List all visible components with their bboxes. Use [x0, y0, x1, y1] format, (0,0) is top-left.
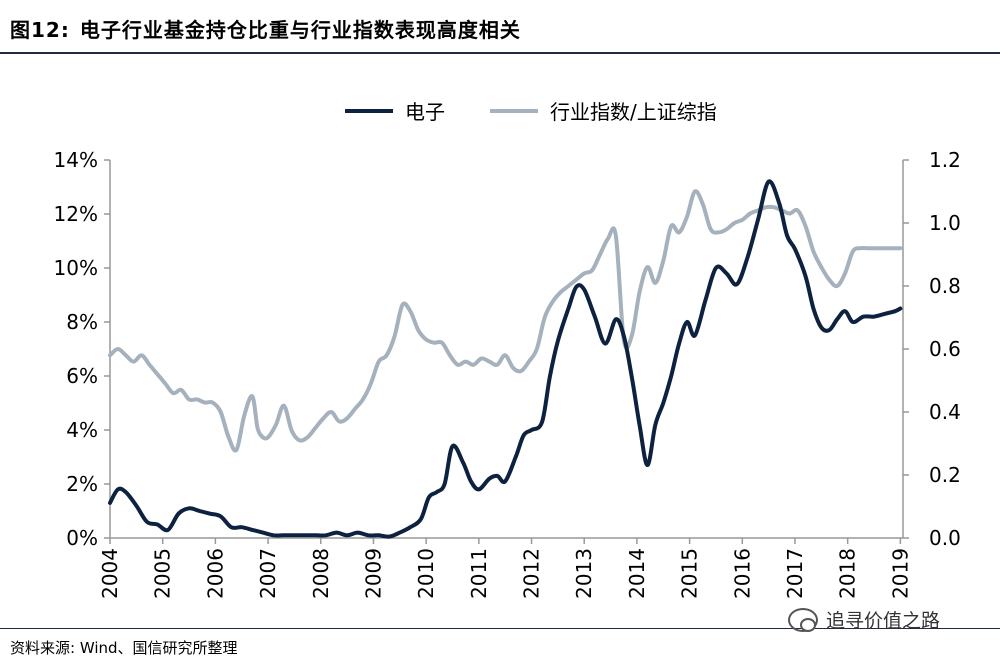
- legend: 电子 行业指数/上证综指: [345, 100, 717, 124]
- series-lines: [108, 179, 903, 539]
- right-tick-label: 1.2: [929, 148, 961, 172]
- legend-label-electronics: 电子: [405, 100, 445, 124]
- watermark-text: 追寻价值之路: [826, 610, 941, 632]
- x-tick-label: 2011: [467, 548, 491, 599]
- x-tick-label: 2013: [572, 548, 596, 599]
- left-tick-label: 4%: [66, 418, 98, 442]
- x-tick-label: 2017: [783, 548, 807, 599]
- right-tick-label: 0.0: [929, 526, 961, 550]
- x-tick-label: 2009: [361, 548, 385, 599]
- x-tick-label: 2010: [414, 548, 438, 599]
- wechat-icon: [788, 607, 818, 632]
- x-tick-label: 2018: [836, 548, 860, 599]
- figure-caption: 电子行业基金持仓比重与行业指数表现高度相关: [79, 18, 521, 42]
- x-tick-label: 2016: [730, 548, 754, 599]
- axes: 0% 2% 4% 6% 8% 10% 12% 14% 0.0 0.2 0.4 0.6 0.8 1.0 1.2…: [54, 148, 961, 599]
- line-chart: 电子 行业指数/上证综指 0% 2% 4% 6% 8% 10% 12% 14% 0.0 0.2 0.…: [54, 100, 961, 599]
- left-tick-label: 2%: [66, 472, 98, 496]
- legend-label-index-ratio: 行业指数/上证综指: [550, 100, 717, 124]
- series-line-index-ratio: [108, 189, 903, 453]
- left-tick-label: 10%: [54, 256, 98, 280]
- source-note: 资料来源: Wind、国信研究所整理: [10, 639, 238, 657]
- x-tick-label: 2008: [309, 548, 333, 599]
- left-tick-label: 14%: [54, 148, 98, 172]
- footer-divider: [0, 628, 1000, 629]
- right-tick-label: 1.0: [929, 211, 961, 235]
- right-tick-label: 0.4: [929, 400, 961, 424]
- x-tick-label: 2005: [151, 548, 175, 599]
- watermark: 追寻价值之路: [788, 606, 940, 633]
- x-tick-label: 2006: [203, 548, 227, 599]
- right-tick-label: 0.6: [929, 337, 961, 361]
- x-tick-label: 2015: [678, 548, 702, 599]
- series-line-electronics: [108, 179, 903, 539]
- x-tick-label: 2007: [256, 548, 280, 599]
- right-tick-label: 0.2: [929, 463, 961, 487]
- left-tick-label: 6%: [66, 364, 98, 388]
- figure-title: 图12: 电子行业基金持仓比重与行业指数表现高度相关: [10, 14, 521, 43]
- x-tick-label: 2004: [98, 548, 122, 599]
- figure-number: 图12:: [10, 18, 70, 42]
- left-tick-label: 8%: [66, 310, 98, 334]
- x-tick-label: 2019: [888, 548, 912, 599]
- left-tick-label: 12%: [54, 202, 98, 226]
- left-tick-label: 0%: [66, 526, 98, 550]
- title-divider: [0, 52, 1000, 54]
- right-tick-label: 0.8: [929, 274, 961, 298]
- x-tick-label: 2014: [625, 548, 649, 599]
- x-tick-label: 2012: [520, 548, 544, 599]
